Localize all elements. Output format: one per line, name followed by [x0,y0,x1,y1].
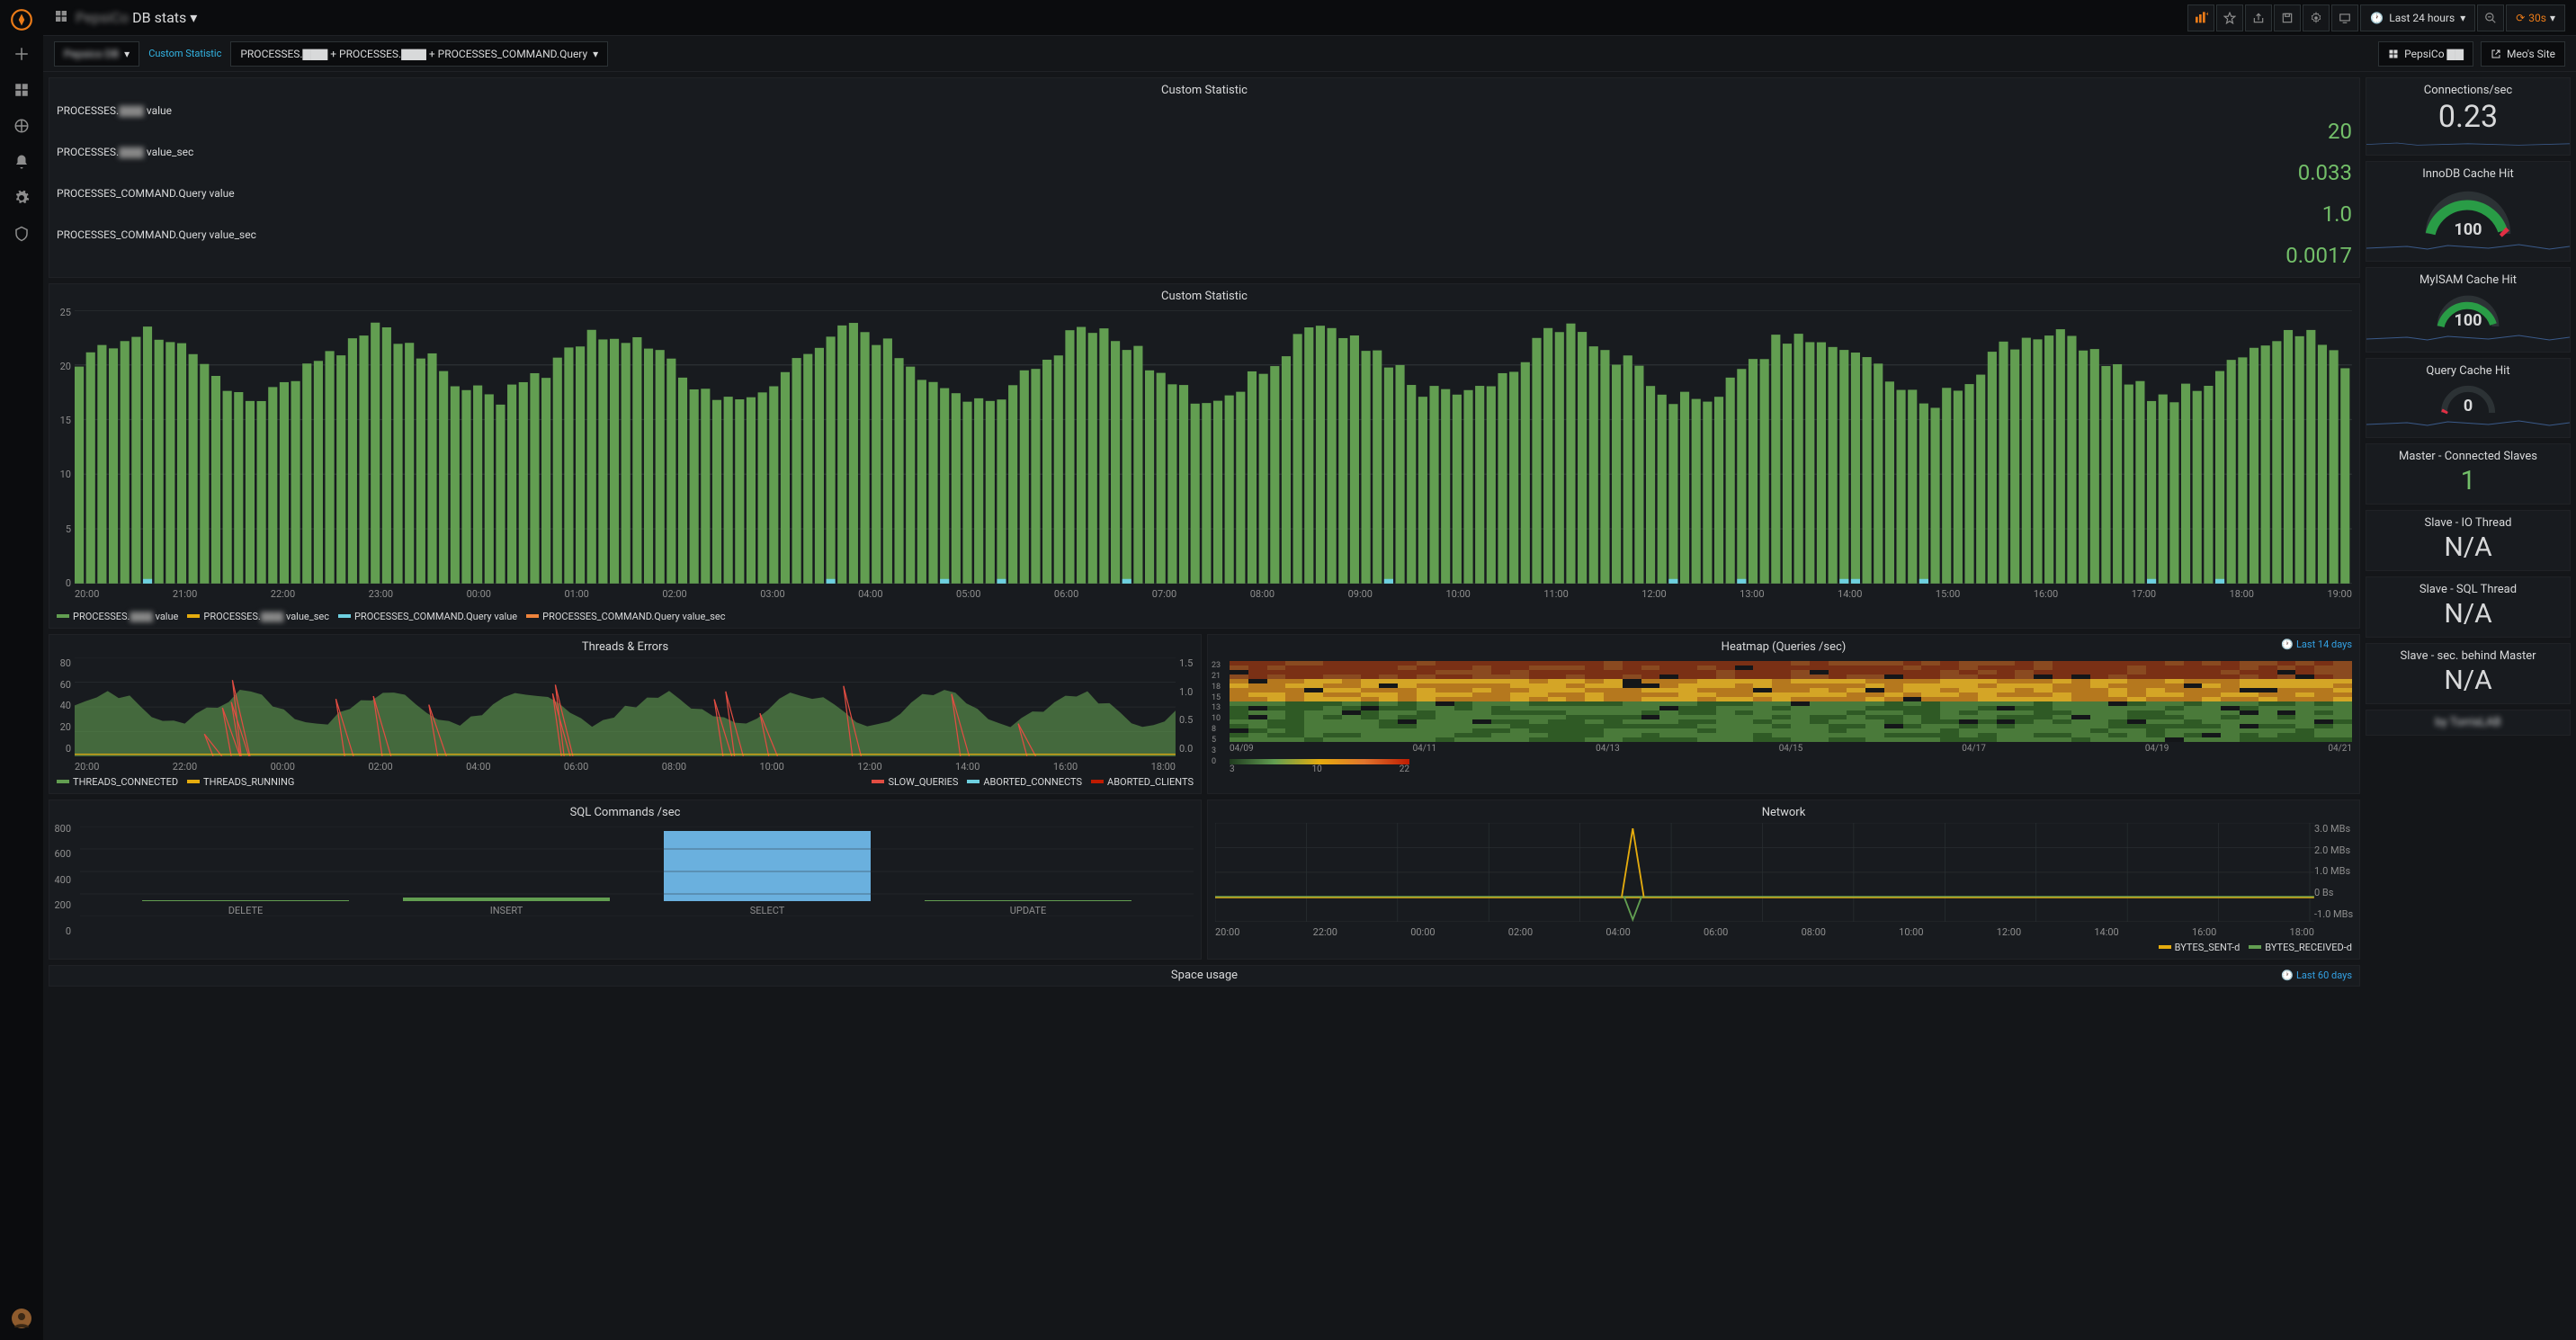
stat-panel: Connections/sec 0.23 [2366,77,2571,156]
svg-text:+: + [2206,11,2209,17]
panel-space: Space usage 🕐Last 60 days [49,965,2360,987]
stat-value: 1 [2366,463,2570,498]
panel-title[interactable]: Master - Connected Slaves [2366,448,2570,463]
grid-icon [54,9,68,26]
sidenav [0,0,43,1340]
panel-threads: Threads & Errors 806040200 1.51.00.50.0 … [49,634,1202,794]
gauge-panel: MyISAM Cache Hit 100 [2366,267,2571,353]
gauge-value: 100 [2432,311,2504,330]
chevron-down-icon: ▾ [2550,12,2555,24]
dashboard-title[interactable]: PepsiCo DB stats ▾ [76,9,197,26]
footer-panel: by TorrisLAB [2366,710,2571,736]
grafana-logo[interactable] [9,7,34,32]
footer-label: by TorrisLAB [2366,714,2570,729]
panel-custom-statistic-bars: Custom Statistic PROCESSES.▇▇▇ value20PR… [49,77,2360,278]
gauge-panel: InnoDB Cache Hit 100 [2366,161,2571,262]
stat-panel: Slave - IO ThreadN/A [2366,510,2571,571]
panel-title[interactable]: Custom Statistic [49,284,2359,307]
star-button[interactable] [2216,4,2243,31]
save-button[interactable] [2274,4,2301,31]
link-1[interactable]: PepsiCo ▇▇ [2378,41,2473,67]
panel-custom-statistic-chart: Custom Statistic 2520151050 20:0021:0022… [49,283,2360,629]
datasource-selector[interactable]: Pepsico DB ▾ [54,41,139,67]
panel-title[interactable]: Threads & Errors [49,635,1201,657]
stat-panel: Slave - SQL ThreadN/A [2366,576,2571,638]
gauge-panel: Query Cache Hit 0 [2366,358,2571,439]
panel-sql: SQL Commands /sec 8006004002000 DELETEIN… [49,800,1202,960]
panel-title[interactable]: Slave - IO Thread [2366,514,2570,530]
panel-heatmap: Heatmap (Queries /sec) 🕐Last 14 days 232… [1207,634,2360,794]
explore-icon[interactable] [4,112,40,140]
admin-icon[interactable] [4,219,40,248]
chevron-down-icon: ▾ [190,9,197,26]
cycle-view-button[interactable] [2331,4,2358,31]
clock-icon: 🕐 [2370,12,2384,24]
refresh-picker[interactable]: ⟳ 30s ▾ [2506,4,2565,31]
chevron-down-icon: ▾ [2460,12,2465,24]
panel-time-link[interactable]: 🕐Last 14 days [2281,639,2352,650]
stat-value: 0.23 [2366,97,2570,137]
config-icon[interactable] [4,183,40,212]
stat-value: N/A [2366,530,2570,565]
stat-panel: Slave - sec. behind MasterN/A [2366,643,2571,704]
stat-panel: Master - Connected Slaves1 [2366,443,2571,505]
stat-value: N/A [2366,596,2570,631]
panel-title[interactable]: SQL Commands /sec [49,800,1201,823]
create-icon[interactable] [4,40,40,68]
panel-title[interactable]: Query Cache Hit [2366,362,2570,378]
refresh-icon: ⟳ [2516,12,2525,24]
dashboards-icon[interactable] [4,76,40,104]
zoom-out-button[interactable] [2477,4,2504,31]
panel-title[interactable]: Slave - SQL Thread [2366,581,2570,596]
variable-row: Pepsico DB ▾ Custom Statistic PROCESSES.… [43,36,2576,72]
panel-network: Network 3.0 MBs2.0 MBs1.0 MBs0 Bs-1.0 MB… [1207,800,2360,960]
time-picker[interactable]: 🕐 Last 24 hours ▾ [2360,4,2475,31]
custom-stat-label: Custom Statistic [148,48,221,59]
topbar: PepsiCo DB stats ▾ + 🕐 Last 24 hours ▾ [43,0,2576,36]
add-panel-button[interactable]: + [2187,4,2214,31]
panel-title[interactable]: Connections/sec [2366,82,2570,97]
alerting-icon[interactable] [4,147,40,176]
stat-value: N/A [2366,663,2570,698]
share-button[interactable] [2245,4,2272,31]
gauge-value: 0 [2437,397,2500,415]
panel-title[interactable]: Slave - sec. behind Master [2366,648,2570,663]
link-2[interactable]: Meo's Site [2481,41,2565,67]
panel-title[interactable]: Space usage [49,966,2359,985]
avatar-icon[interactable] [4,1304,40,1333]
settings-button[interactable] [2303,4,2330,31]
panel-title[interactable]: Network [1208,800,2359,823]
query-selector[interactable]: PROCESSES.▇▇▇ + PROCESSES.▇▇▇ + PROCESSE… [230,41,608,67]
panel-time-link[interactable]: 🕐Last 60 days [2281,969,2352,981]
panel-title[interactable]: Heatmap (Queries /sec) [1208,635,2359,657]
panel-title[interactable]: Custom Statistic [49,78,2359,101]
panel-title[interactable]: InnoDB Cache Hit [2366,165,2570,181]
gauge-value: 100 [2419,220,2518,239]
panel-title[interactable]: MyISAM Cache Hit [2366,272,2570,287]
